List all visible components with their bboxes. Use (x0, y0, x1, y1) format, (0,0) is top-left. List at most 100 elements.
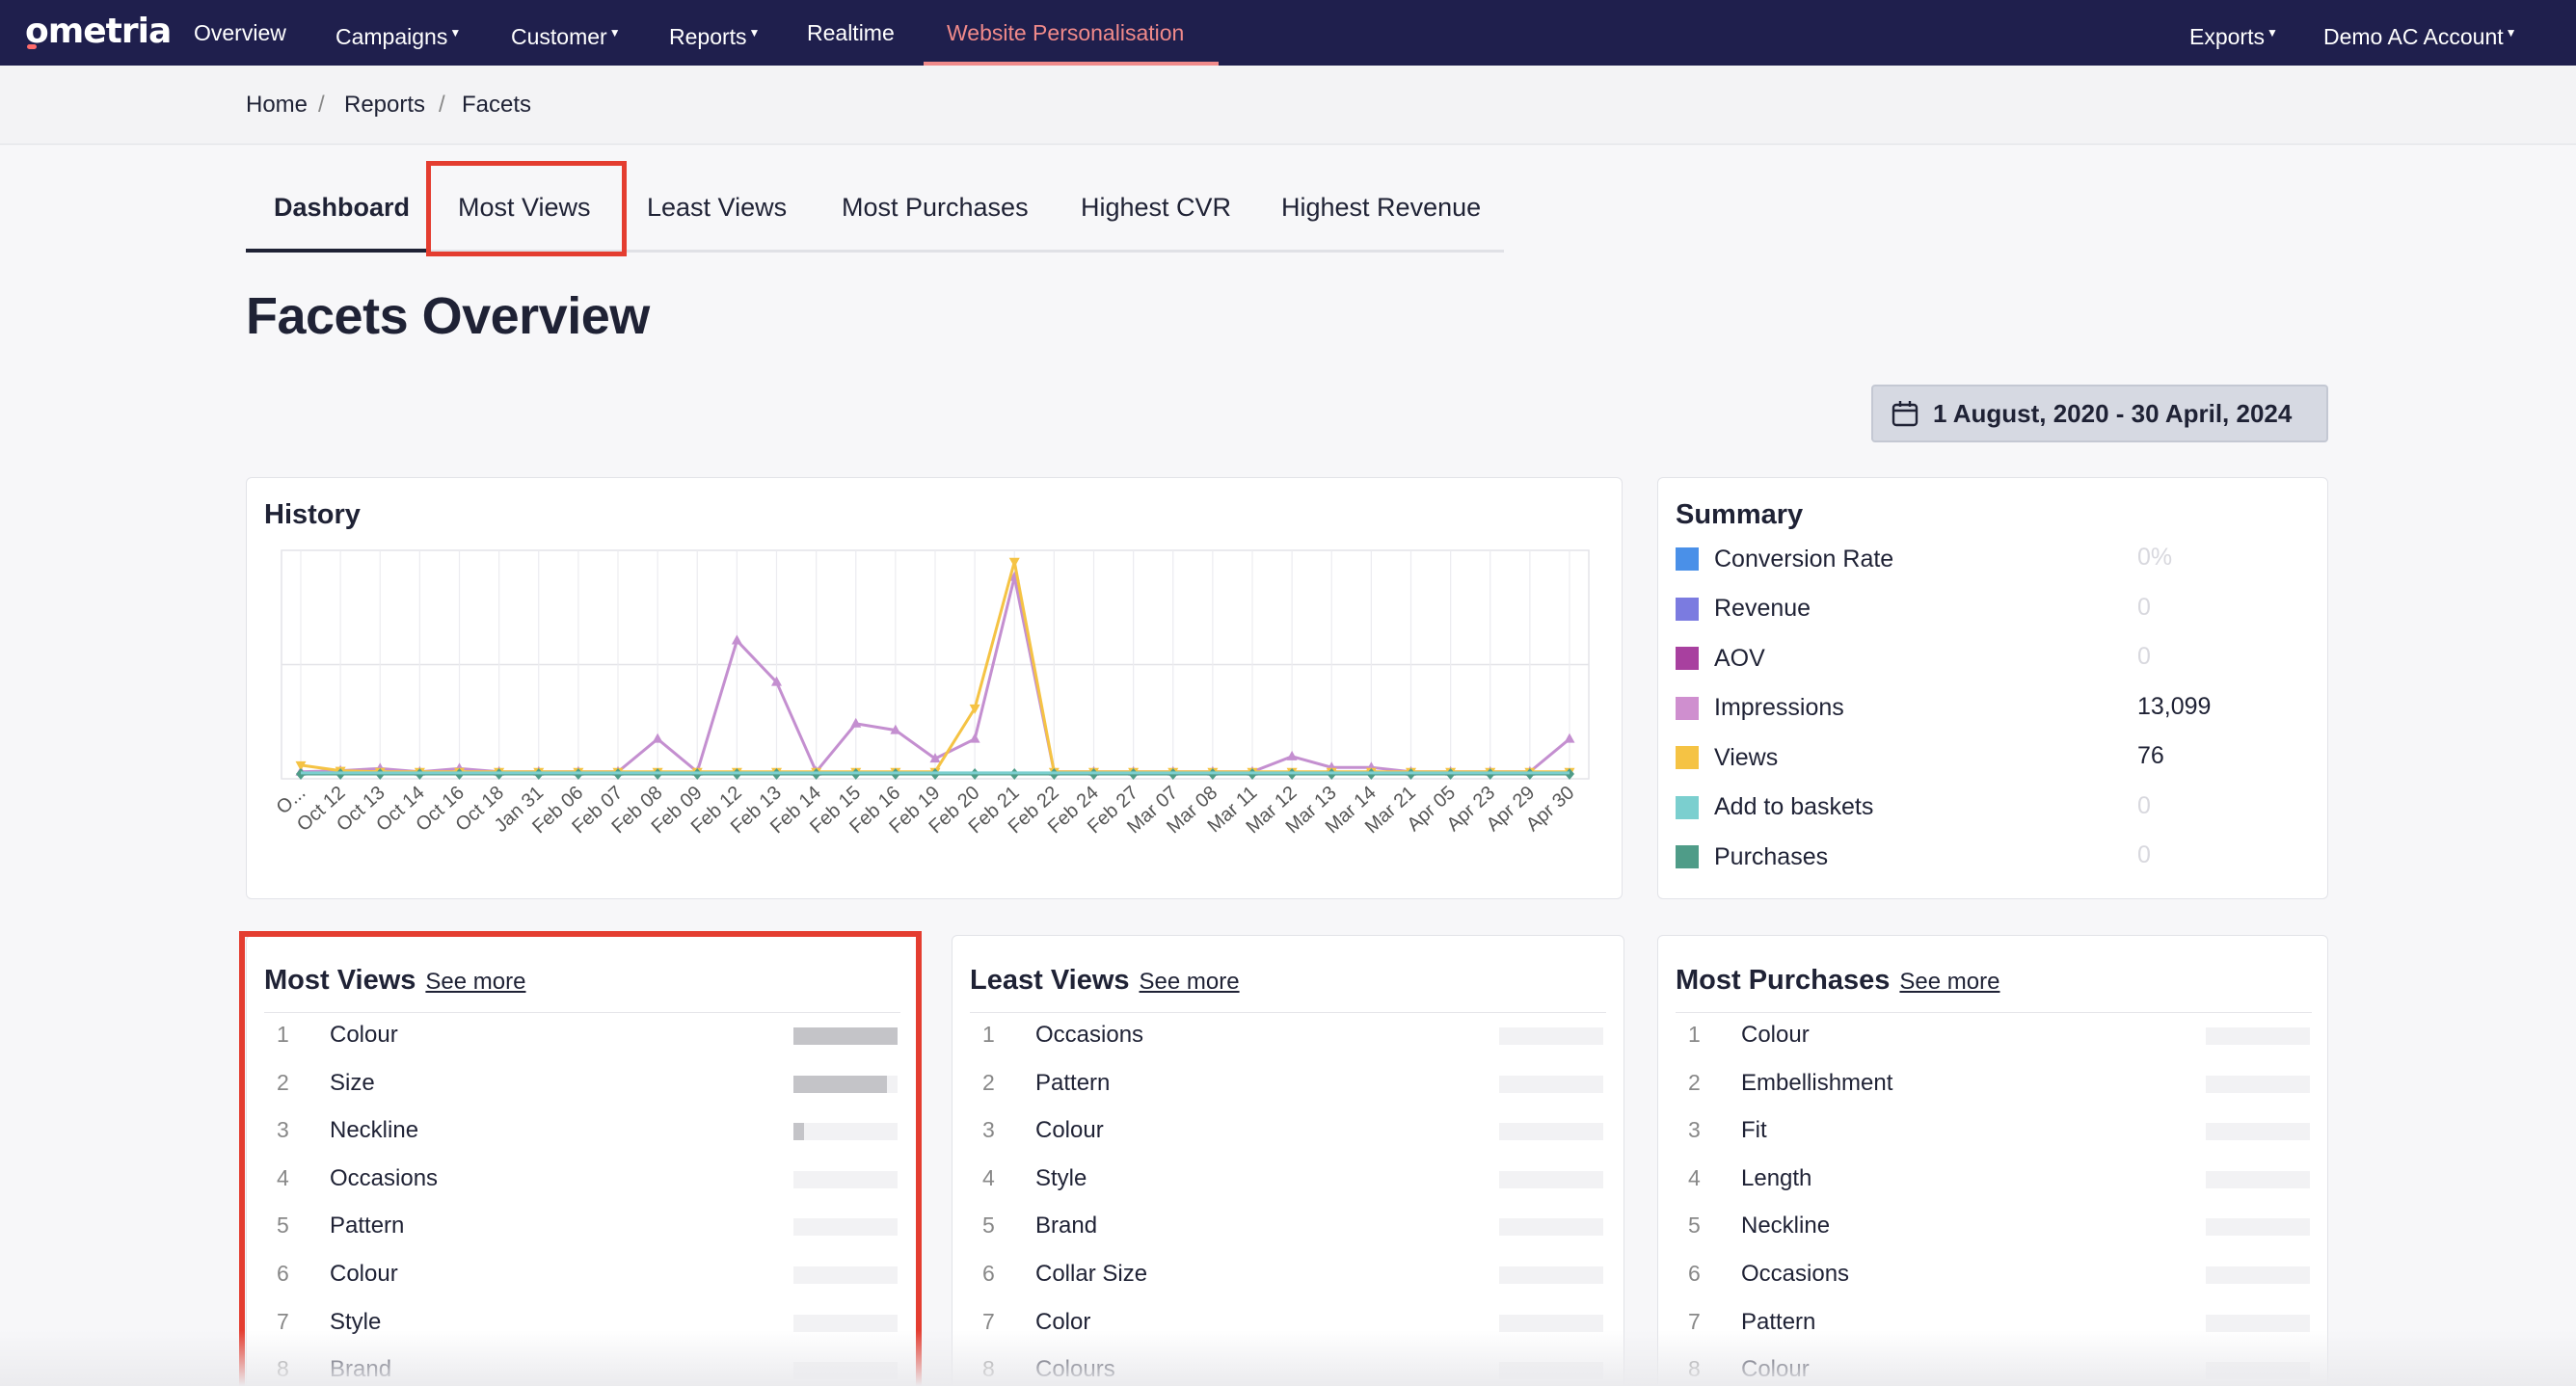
summary-value: 13,099 (2137, 692, 2212, 720)
value-bar (1499, 1170, 1603, 1188)
breadcrumb-home[interactable]: Home (246, 92, 309, 118)
tab-most-views[interactable]: Most Views (458, 193, 591, 222)
value-bar (2206, 1170, 2310, 1188)
divider (264, 1012, 900, 1013)
list-item[interactable]: 3 Neckline (277, 1117, 759, 1146)
nav-campaigns[interactable]: Campaigns ▼ (335, 24, 462, 49)
value-bar (1499, 1123, 1603, 1141)
rank-number: 1 (1688, 1022, 1701, 1047)
facet-label: Occasions (330, 1164, 439, 1191)
data-point (969, 704, 980, 714)
data-point (731, 634, 742, 645)
summary-row: Conversion Rate (1676, 545, 1893, 573)
most-purchases-card: Most Purchases See more (1657, 935, 2328, 1386)
summary-label: Purchases (1714, 842, 1829, 870)
history-title: History (264, 499, 361, 530)
list-item[interactable]: 4 Style (982, 1165, 1464, 1194)
date-range-button[interactable]: 1 August, 2020 - 30 April, 2024 (1871, 385, 2328, 442)
rank-number: 3 (982, 1117, 995, 1143)
legend-swatch (1676, 547, 1699, 571)
rank-number: 7 (1688, 1308, 1701, 1334)
facet-label: Pattern (1035, 1069, 1111, 1096)
list-item[interactable]: 4 Length (1688, 1165, 2170, 1194)
legend-swatch (1676, 746, 1699, 769)
rank-number: 2 (982, 1069, 995, 1095)
tab-dashboard[interactable]: Dashboard (274, 193, 411, 222)
value-bar-fill (793, 1027, 898, 1045)
facet-label: Neckline (330, 1117, 419, 1144)
list-item[interactable]: 5 Pattern (277, 1213, 759, 1241)
most-purchases-see-more-link[interactable]: See more (1899, 969, 2000, 995)
facet-label: Embellishment (1741, 1069, 1893, 1096)
list-item[interactable]: 3 Colour (982, 1117, 1464, 1146)
breadcrumb-reports[interactable]: Reports (344, 92, 426, 118)
list-item[interactable]: 6 Occasions (1688, 1261, 2170, 1290)
list-item[interactable]: 6 Collar Size (982, 1261, 1464, 1290)
legend-swatch (1676, 845, 1699, 868)
nav-overview[interactable]: Overview (194, 20, 286, 45)
summary-value: 0 (2137, 643, 2151, 670)
breadcrumb-separator: / (439, 92, 445, 118)
tab-least-views[interactable]: Least Views (647, 193, 788, 222)
list-item[interactable]: 1 Colour (1688, 1022, 2170, 1051)
tab-highest-revenue[interactable]: Highest Revenue (1281, 193, 1482, 222)
divider (970, 1012, 1606, 1013)
rank-number: 2 (277, 1069, 289, 1095)
facet-label: Size (330, 1069, 375, 1096)
summary-value: 0% (2137, 544, 2173, 571)
summary-card: Summary (1657, 477, 2328, 899)
rank-number: 1 (277, 1022, 289, 1047)
value-bar (2206, 1075, 2310, 1093)
list-item[interactable]: 2 Pattern (982, 1070, 1464, 1099)
rank-number: 7 (982, 1308, 995, 1334)
list-item[interactable]: 6 Colour (277, 1261, 759, 1290)
rank-number: 4 (982, 1164, 995, 1190)
highlight-box-most-views-card (239, 931, 922, 1386)
top-nav: ometria Overview Campaigns ▼ Customer ▼ Re… (0, 0, 2576, 66)
value-bar (2206, 1027, 2310, 1045)
list-item[interactable]: 2 Embellishment (1688, 1070, 2170, 1099)
most-views-card: Most Views See more (246, 935, 919, 1386)
caret-down-icon: ▼ (748, 26, 761, 40)
page-title: Facets Overview (246, 287, 650, 345)
rank-number: 3 (1688, 1117, 1701, 1143)
nav-exports[interactable]: Exports ▼ (2189, 24, 2278, 49)
list-item[interactable]: 1 Occasions (982, 1022, 1464, 1051)
facet-label: Length (1741, 1164, 1812, 1191)
nav-website-personalisation[interactable]: Website Personalisation (947, 20, 1185, 45)
facet-label: Occasions (1741, 1261, 1850, 1287)
list-item[interactable]: 1 Colour (277, 1022, 759, 1051)
value-bar (1499, 1266, 1603, 1284)
rank-number: 2 (1688, 1069, 1701, 1095)
summary-row: Purchases (1676, 842, 1828, 871)
value-bar (793, 1075, 898, 1093)
nav-customer[interactable]: Customer ▼ (511, 24, 621, 49)
nav-realtime[interactable]: Realtime (807, 20, 895, 45)
bottom-fade (0, 1330, 2576, 1386)
summary-value: 0 (2137, 593, 2151, 621)
rank-number: 5 (277, 1213, 289, 1239)
nav-account[interactable]: Demo AC Account ▼ (2323, 24, 2517, 49)
list-item[interactable]: 3 Fit (1688, 1117, 2170, 1146)
summary-row: Impressions (1676, 694, 1844, 723)
most-views-see-more-link[interactable]: See more (425, 969, 526, 995)
list-item[interactable]: 4 Occasions (277, 1165, 759, 1194)
list-item[interactable]: 5 Brand (982, 1213, 1464, 1241)
ometria-logo[interactable]: ometria (25, 12, 172, 51)
tab-active-indicator (246, 249, 426, 253)
facet-label: Style (1035, 1164, 1087, 1191)
list-item[interactable]: 5 Neckline (1688, 1213, 2170, 1241)
nav-reports[interactable]: Reports ▼ (669, 24, 761, 49)
data-point (1564, 733, 1575, 743)
least-views-see-more-link[interactable]: See more (1139, 969, 1240, 995)
value-bar-fill (793, 1075, 888, 1093)
rank-number: 5 (1688, 1213, 1701, 1239)
summary-row: Revenue (1676, 595, 1811, 624)
list-item[interactable]: 2 Size (277, 1070, 759, 1099)
value-bar (2206, 1123, 2310, 1141)
summary-value: 0 (2137, 841, 2151, 868)
tab-most-purchases[interactable]: Most Purchases (842, 193, 1029, 222)
facet-label: Fit (1741, 1117, 1767, 1144)
tab-highest-cvr[interactable]: Highest CVR (1081, 193, 1232, 222)
